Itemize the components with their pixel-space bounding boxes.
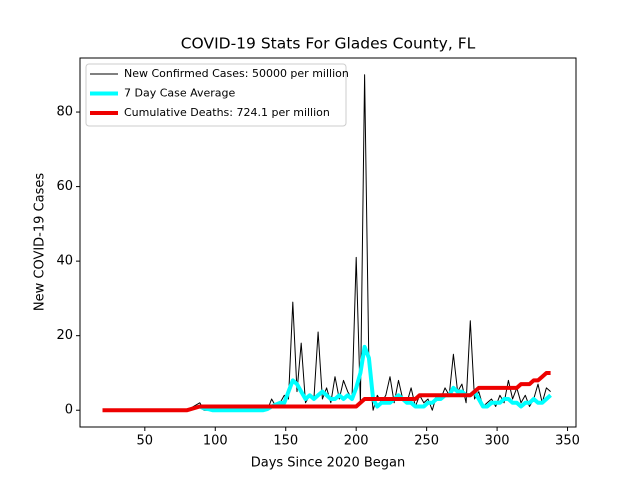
y-tick-label: 20 xyxy=(56,328,73,343)
legend-label: Cumulative Deaths: 724.1 per million xyxy=(124,106,330,119)
y-axis-label: New COVID-19 Cases xyxy=(33,173,48,311)
x-axis-label: Days Since 2020 Began xyxy=(251,456,406,471)
y-tick-label: 80 xyxy=(56,105,73,120)
legend: New Confirmed Cases: 50000 per million 7 … xyxy=(85,63,349,127)
x-tick-label: 350 xyxy=(555,434,580,449)
y-tick-label: 40 xyxy=(56,254,73,269)
legend-label: 7 Day Case Average xyxy=(124,87,236,100)
x-tick-label: 50 xyxy=(137,434,154,449)
y-tick-label: 60 xyxy=(56,179,73,194)
x-tick-label: 300 xyxy=(485,434,510,449)
y-tick-label: 0 xyxy=(65,403,73,418)
x-tick-label: 150 xyxy=(273,434,298,449)
series-line xyxy=(198,344,552,413)
series-line xyxy=(102,371,551,413)
plot-frame xyxy=(79,57,577,428)
x-tick-label: 100 xyxy=(203,434,228,449)
x-tick-label: 200 xyxy=(344,434,369,449)
chart-title: COVID-19 Stats For Glades County, FL xyxy=(181,35,476,53)
legend-box xyxy=(85,63,347,127)
legend-label: New Confirmed Cases: 50000 per million xyxy=(124,67,349,80)
x-tick-label: 250 xyxy=(414,434,439,449)
